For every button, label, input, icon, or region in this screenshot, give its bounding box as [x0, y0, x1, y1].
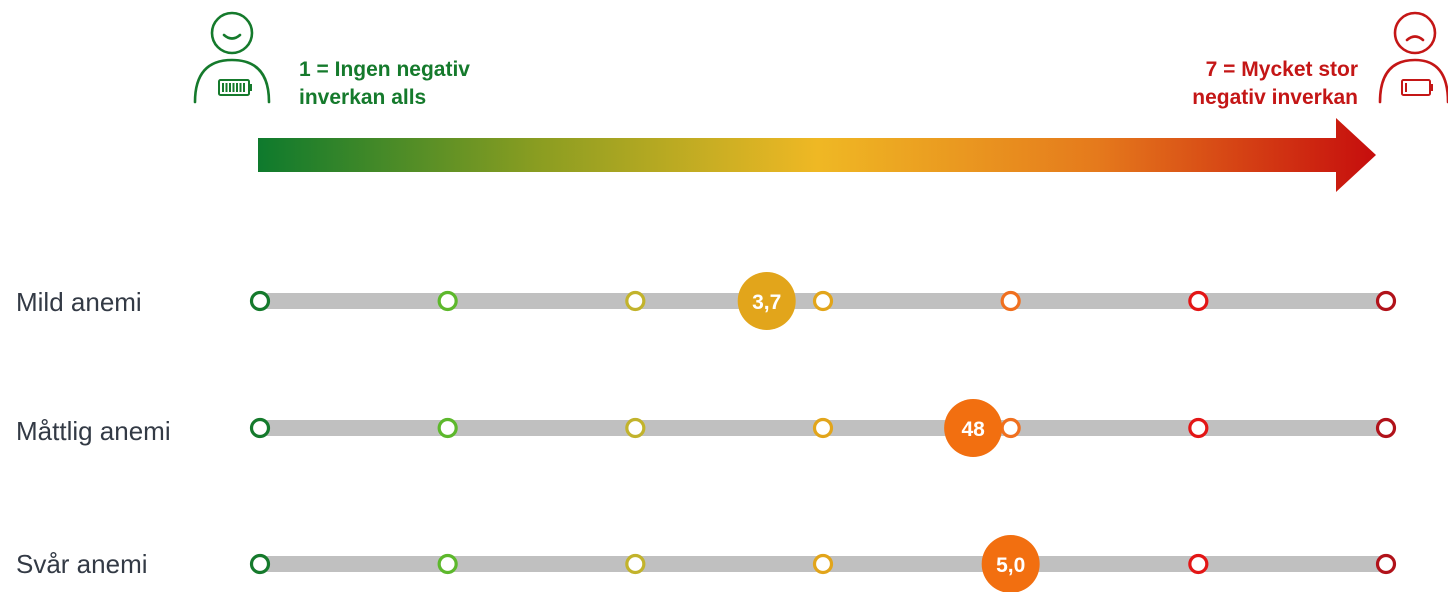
value-label: 5,0 — [996, 554, 1025, 577]
scale-tick-7 — [1375, 290, 1397, 312]
value-marker — [944, 399, 1003, 457]
rating-row: 5,0 — [249, 535, 1397, 592]
row-label-mild: Mild anemi — [16, 287, 142, 317]
scale-tick-5 — [1000, 290, 1021, 312]
value-marker — [737, 272, 796, 330]
gradient-arrow — [258, 118, 1376, 192]
value-label: 3,7 — [752, 291, 781, 314]
row-label-moderate: Måttlig anemi — [16, 416, 171, 446]
scale-tick-7 — [1375, 417, 1397, 439]
scale-tick-4 — [812, 417, 834, 439]
value-label: 48 — [961, 418, 985, 441]
scale-tick-2 — [437, 290, 458, 312]
rating-rows: 3,7 48 5,0 — [249, 272, 1397, 592]
scale-tick-1 — [249, 553, 271, 575]
value-marker — [981, 535, 1040, 592]
scale-tick-5 — [1000, 417, 1021, 439]
scale-tick-2 — [437, 417, 458, 439]
scale-tick-3 — [625, 417, 646, 439]
legend-low-line1: 1 = Ingen negativ — [299, 58, 470, 81]
scale-tick-1 — [249, 290, 271, 312]
row-label-severe: Svår anemi — [16, 549, 148, 579]
scale-tick-2 — [437, 553, 458, 575]
legend-low-label: 1 = Ingen negativ inverkan alls — [299, 56, 559, 112]
low-battery-icon — [1401, 79, 1433, 96]
legend-low-line2: inverkan alls — [299, 86, 427, 109]
scale-tick-6 — [1188, 553, 1209, 575]
full-battery-icon — [218, 79, 252, 96]
legend-high-line2: negativ inverkan — [1192, 86, 1358, 109]
legend-high-label: 7 = Mycket stor negativ inverkan — [1100, 56, 1358, 112]
scale-tick-6 — [1188, 290, 1209, 312]
scale-tick-4 — [812, 290, 834, 312]
rating-row: 48 — [249, 399, 1397, 457]
legend-high-line1: 7 = Mycket stor — [1205, 58, 1358, 81]
scale-tick-6 — [1188, 417, 1209, 439]
scale-tick-4 — [812, 553, 834, 575]
scale-tick-7 — [1375, 553, 1397, 575]
scale-tick-3 — [625, 290, 646, 312]
scale-tick-1 — [249, 417, 271, 439]
sad-person-icon — [1378, 11, 1448, 104]
rating-row: 3,7 — [249, 272, 1397, 330]
scale-tick-3 — [625, 553, 646, 575]
happy-person-icon — [193, 11, 271, 104]
